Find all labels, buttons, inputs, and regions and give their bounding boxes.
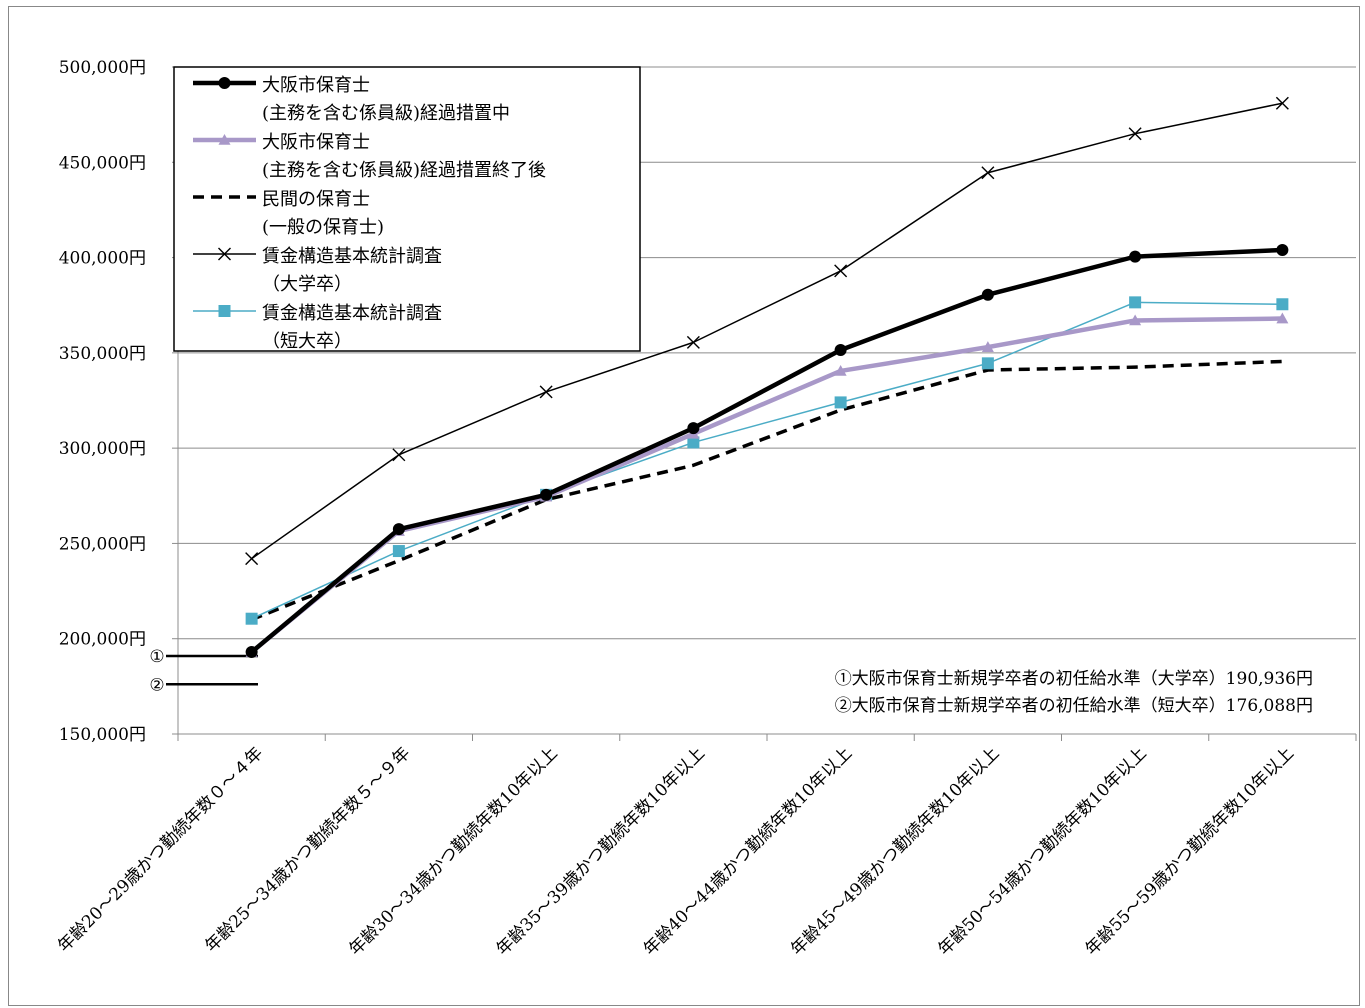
data-point [1129,314,1142,326]
data-point [218,305,231,317]
data-point [245,552,259,566]
note-text: ①大阪市保育士新規学卒者の初任給水準（大学卒）190,936円 [835,669,1313,689]
data-point [981,357,994,370]
legend-label: 民間の保育士 [262,189,370,210]
data-point [687,436,700,449]
series-line [250,359,1283,622]
legend-label: （短大卒） [262,331,352,352]
data-point [1129,250,1142,263]
series-line [251,301,1283,620]
data-point [834,343,847,356]
y-tick-label: 500,000円 [59,58,146,78]
series-3 [245,96,1289,566]
data-point [218,77,231,89]
legend-label: 賃金構造基本統計調査 [262,246,442,267]
series-2 [250,359,1283,622]
data-point [218,247,231,261]
legend-label: 賃金構造基本統計調査 [262,303,442,324]
data-point [686,335,700,349]
data-point [540,488,553,501]
data-point [1276,243,1289,256]
data-point [245,612,258,625]
data-point [392,448,406,462]
legend-label: (主務を含む係員級)経過措置中 [262,103,510,124]
y-tick-label: 200,000円 [59,630,146,650]
series-0 [245,243,1289,659]
data-point [687,422,700,435]
data-point [834,364,847,376]
data-point [245,646,258,659]
data-point [392,545,405,558]
reference-line-label: ② [149,675,164,695]
legend-label: （大学卒） [262,274,352,295]
data-point [392,523,405,536]
y-tick-label: 450,000円 [59,153,146,173]
data-point [1128,127,1142,141]
data-point [1129,296,1142,309]
legend-label: (一般の保育士) [262,217,384,238]
y-tick-label: 250,000円 [59,534,146,554]
data-point [539,385,553,399]
data-point [981,166,995,180]
series-1 [245,312,1289,657]
legend-box [173,66,641,352]
y-tick-label: 150,000円 [59,725,146,745]
note-text: ②大阪市保育士新規学卒者の初任給水準（短大卒）176,088円 [835,696,1313,716]
data-point [1276,298,1289,311]
data-point [1275,96,1289,110]
y-tick-label: 400,000円 [59,249,146,269]
data-point [834,396,847,409]
data-point [981,288,994,301]
chart-frame [8,6,1360,1006]
series-line [250,247,1283,654]
data-point [981,341,994,352]
y-tick-label: 350,000円 [59,344,146,364]
data-point [834,264,848,278]
data-point [1276,312,1289,324]
legend-label: 大阪市保育士 [262,132,370,153]
legend-label: (主務を含む係員級)経過措置終了後 [262,160,546,181]
legend-label: 大阪市保育士 [262,75,370,96]
reference-line-label: ① [149,647,164,667]
series-line [251,102,1283,560]
data-point [218,134,231,145]
y-tick-label: 300,000円 [59,439,146,459]
